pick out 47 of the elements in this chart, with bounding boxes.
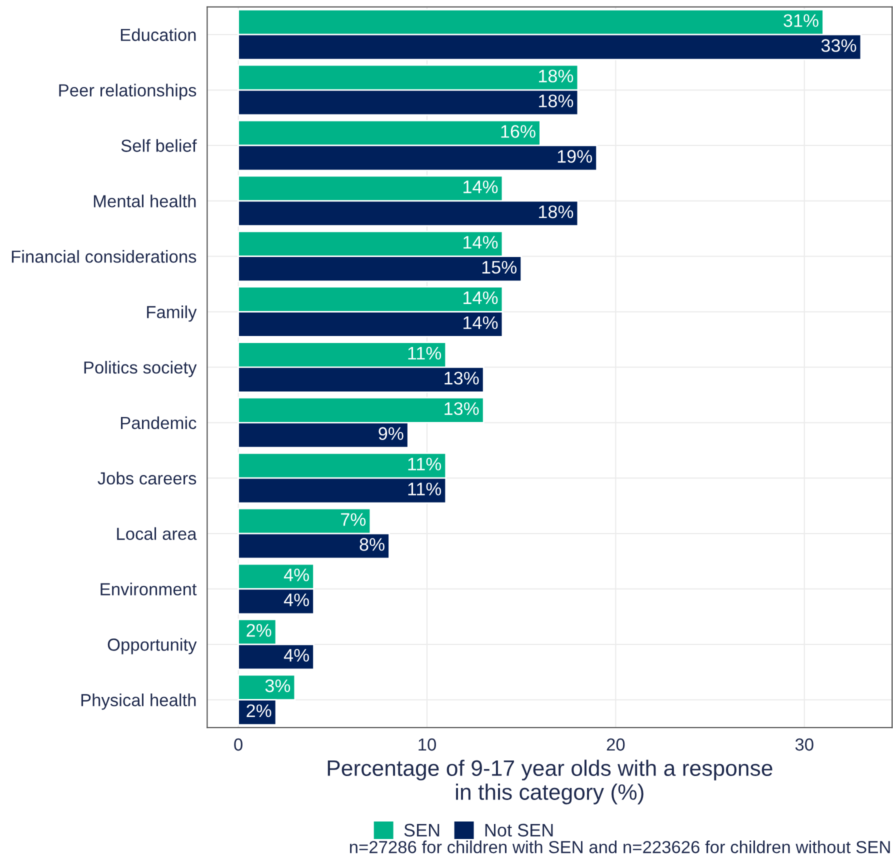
data-label: 14%: [464, 316, 498, 330]
x-tick-label: 30: [795, 738, 814, 751]
y-tick-label: Physical health: [81, 694, 196, 710]
data-label: 15%: [482, 260, 517, 274]
data-label: 13%: [444, 372, 479, 385]
y-tick-label: Peer relationships: [59, 84, 196, 100]
data-label: 4%: [284, 649, 309, 662]
data-label: 33%: [821, 39, 856, 52]
legend-label: SEN: [404, 824, 440, 837]
data-label: 2%: [246, 704, 272, 718]
y-tick-label: Jobs careers: [98, 472, 196, 485]
data-label: 11%: [408, 482, 442, 496]
x-tick-label: 20: [606, 738, 625, 751]
y-tick-label: Politics society: [84, 360, 197, 378]
data-label: 14%: [464, 236, 498, 249]
data-label: 18%: [539, 70, 574, 82]
y-tick-label: Education: [120, 28, 196, 42]
data-label: 14%: [464, 291, 498, 304]
data-label: 3%: [265, 679, 290, 692]
data-label: 31%: [784, 14, 818, 27]
x-tick-label: 10: [418, 738, 436, 751]
y-tick-label: Family: [147, 305, 197, 322]
x-axis-title: Percentage of 9-17 year olds with a response in this category (%): [328, 760, 772, 804]
data-label: 19%: [558, 150, 592, 163]
data-label: 7%: [341, 513, 366, 526]
y-tick-label: Self belief: [121, 139, 197, 152]
data-label: 4%: [284, 594, 309, 606]
data-label: 13%: [444, 402, 479, 416]
y-tick-label: Financial considerations: [12, 250, 196, 263]
data-label: 11%: [408, 458, 442, 470]
y-tick-label: Pandemic: [120, 416, 196, 430]
data-label: 4%: [284, 568, 309, 582]
y-tick-label: Environment: [100, 582, 197, 596]
data-label: 18%: [539, 205, 574, 218]
legend-label: Not SEN: [485, 824, 553, 837]
y-tick-label: Local area: [117, 527, 197, 540]
data-label: 14%: [464, 180, 498, 194]
data-label: 2%: [246, 624, 272, 637]
data-label: 8%: [360, 538, 384, 551]
data-label: 18%: [539, 94, 574, 108]
data-label: 16%: [501, 125, 536, 138]
y-tick-label: Opportunity: [108, 638, 197, 654]
text: n=27286 for children with SEN and n=223626 for children without SEN: [350, 840, 890, 854]
y-tick-label: Mental health: [94, 194, 196, 208]
data-label: 9%: [378, 427, 404, 440]
data-label: 11%: [408, 346, 442, 360]
x-tick-label: 0: [234, 738, 242, 751]
